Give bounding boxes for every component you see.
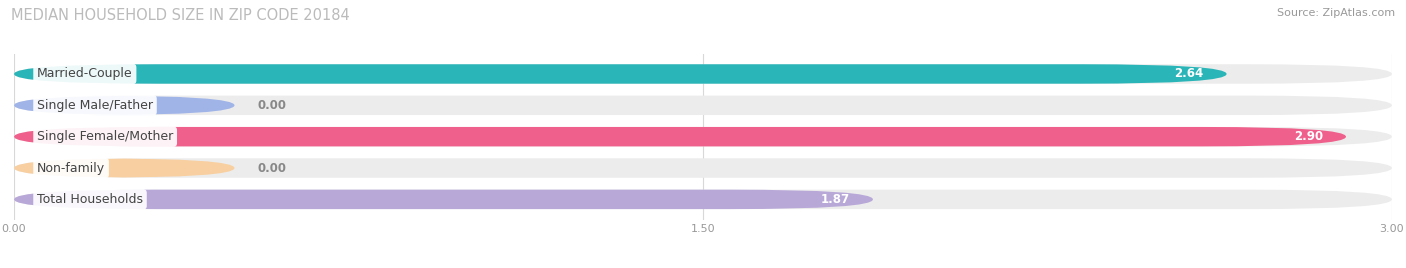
Text: 2.64: 2.64 <box>1174 68 1204 80</box>
Text: Single Female/Mother: Single Female/Mother <box>37 130 173 143</box>
Text: Non-family: Non-family <box>37 162 105 174</box>
Text: 0.00: 0.00 <box>257 162 287 174</box>
Text: Source: ZipAtlas.com: Source: ZipAtlas.com <box>1277 8 1395 18</box>
FancyBboxPatch shape <box>14 158 235 178</box>
FancyBboxPatch shape <box>14 127 1392 146</box>
Text: Married-Couple: Married-Couple <box>37 68 132 80</box>
FancyBboxPatch shape <box>14 64 1226 84</box>
FancyBboxPatch shape <box>14 96 1392 115</box>
Text: Total Households: Total Households <box>37 193 143 206</box>
Text: Single Male/Father: Single Male/Father <box>37 99 153 112</box>
FancyBboxPatch shape <box>14 190 1392 209</box>
FancyBboxPatch shape <box>14 158 1392 178</box>
FancyBboxPatch shape <box>14 127 1346 146</box>
FancyBboxPatch shape <box>14 64 1392 84</box>
Text: 0.00: 0.00 <box>257 99 287 112</box>
FancyBboxPatch shape <box>14 96 235 115</box>
FancyBboxPatch shape <box>14 190 873 209</box>
Text: MEDIAN HOUSEHOLD SIZE IN ZIP CODE 20184: MEDIAN HOUSEHOLD SIZE IN ZIP CODE 20184 <box>11 8 350 23</box>
Text: 1.87: 1.87 <box>821 193 851 206</box>
Text: 2.90: 2.90 <box>1294 130 1323 143</box>
